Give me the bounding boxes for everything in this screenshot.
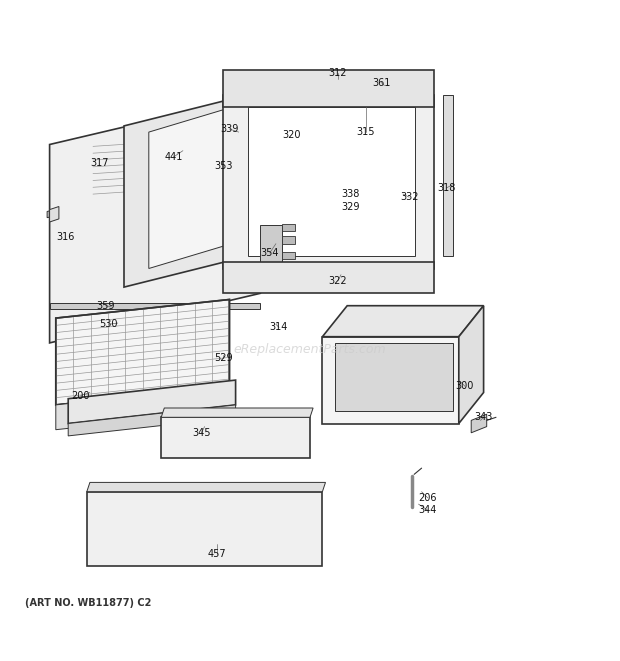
Polygon shape — [335, 343, 453, 411]
Text: 300: 300 — [456, 381, 474, 391]
Polygon shape — [68, 405, 236, 436]
Polygon shape — [87, 483, 326, 492]
Polygon shape — [87, 492, 322, 566]
Polygon shape — [248, 107, 415, 256]
Polygon shape — [161, 408, 313, 417]
Polygon shape — [322, 305, 484, 336]
Polygon shape — [282, 252, 294, 259]
Text: 315: 315 — [356, 127, 375, 137]
Polygon shape — [282, 236, 294, 244]
Polygon shape — [124, 83, 298, 287]
Polygon shape — [56, 386, 229, 430]
Text: 206: 206 — [418, 493, 437, 503]
Polygon shape — [223, 70, 434, 107]
Text: 361: 361 — [372, 77, 391, 87]
Polygon shape — [68, 380, 236, 424]
Text: (ART NO. WB11877) C2: (ART NO. WB11877) C2 — [25, 598, 151, 608]
Text: 441: 441 — [164, 152, 183, 162]
Polygon shape — [50, 95, 260, 343]
Text: 200: 200 — [71, 391, 90, 401]
Polygon shape — [47, 210, 56, 217]
Text: 354: 354 — [260, 248, 279, 258]
Text: 317: 317 — [90, 158, 108, 168]
Text: eReplacementParts.com: eReplacementParts.com — [234, 342, 386, 356]
Text: 457: 457 — [208, 549, 226, 559]
Polygon shape — [471, 414, 487, 433]
Text: 320: 320 — [282, 130, 301, 140]
Polygon shape — [282, 224, 294, 231]
Polygon shape — [223, 95, 434, 268]
Polygon shape — [56, 299, 229, 405]
Text: 318: 318 — [437, 183, 456, 193]
Text: 344: 344 — [418, 505, 437, 516]
Text: 353: 353 — [214, 161, 232, 171]
Polygon shape — [322, 336, 459, 424]
Text: 338: 338 — [341, 189, 360, 199]
Text: 314: 314 — [270, 323, 288, 332]
Text: 312: 312 — [329, 68, 347, 78]
Polygon shape — [443, 95, 453, 256]
Polygon shape — [260, 225, 282, 268]
Polygon shape — [459, 305, 484, 424]
Polygon shape — [149, 95, 273, 268]
Text: 530: 530 — [99, 319, 118, 329]
Text: 345: 345 — [192, 428, 211, 438]
Text: 359: 359 — [96, 301, 115, 311]
Polygon shape — [50, 303, 260, 309]
Text: 322: 322 — [329, 276, 347, 286]
Text: 339: 339 — [220, 124, 239, 134]
Text: 329: 329 — [341, 202, 360, 212]
Polygon shape — [223, 262, 434, 293]
Polygon shape — [161, 417, 310, 457]
Text: 332: 332 — [400, 192, 419, 202]
Polygon shape — [50, 206, 59, 222]
Text: 316: 316 — [56, 233, 74, 243]
Text: 529: 529 — [214, 354, 232, 364]
Text: 343: 343 — [474, 412, 493, 422]
